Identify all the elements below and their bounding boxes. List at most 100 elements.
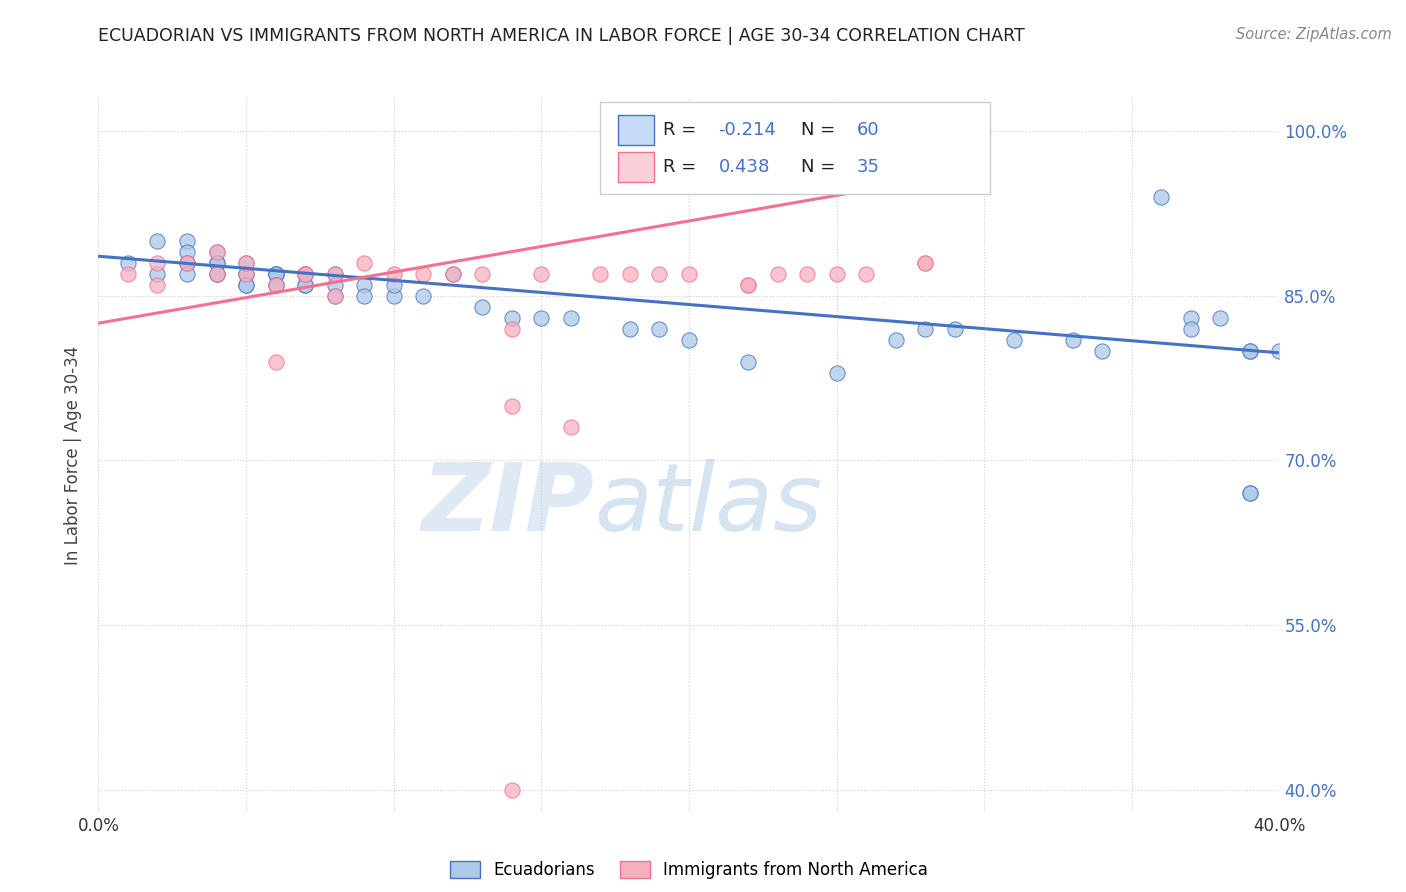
Point (294, 267, 316, 281)
Point (501, 782, 523, 797)
Point (294, 277, 316, 292)
Point (235, 267, 257, 281)
Point (648, 267, 671, 281)
Point (382, 267, 405, 281)
Point (914, 256, 936, 270)
Point (382, 289, 405, 303)
Point (943, 321, 966, 335)
Point (235, 277, 257, 292)
Point (412, 267, 434, 281)
Text: 60: 60 (856, 120, 879, 138)
Point (825, 366, 848, 380)
Point (530, 310, 553, 325)
Point (1180, 310, 1202, 325)
Point (501, 310, 523, 325)
Point (176, 234, 198, 248)
Point (146, 256, 169, 270)
Point (176, 256, 198, 270)
Point (825, 267, 848, 281)
FancyBboxPatch shape (600, 102, 990, 194)
Point (471, 300, 494, 314)
Point (1209, 310, 1232, 325)
Point (294, 267, 316, 281)
Point (1239, 343, 1261, 358)
Point (294, 277, 316, 292)
Point (294, 267, 316, 281)
Point (176, 267, 198, 281)
FancyBboxPatch shape (619, 152, 654, 182)
Point (323, 267, 346, 281)
Point (235, 267, 257, 281)
Point (441, 267, 464, 281)
Point (353, 277, 375, 292)
Legend: Ecuadorians, Immigrants from North America: Ecuadorians, Immigrants from North Ameri… (443, 854, 935, 886)
Point (146, 234, 169, 248)
Point (264, 267, 287, 281)
Text: -0.214: -0.214 (718, 120, 776, 138)
Text: N =: N = (801, 120, 835, 138)
Point (235, 256, 257, 270)
Point (619, 321, 641, 335)
Point (323, 267, 346, 281)
Point (619, 267, 641, 281)
Point (382, 277, 405, 292)
Point (855, 267, 877, 281)
Point (235, 256, 257, 270)
Point (589, 267, 612, 281)
Point (441, 267, 464, 281)
Text: N =: N = (801, 158, 835, 176)
Text: 35: 35 (856, 158, 880, 176)
Point (737, 277, 759, 292)
Point (117, 256, 139, 270)
Point (501, 399, 523, 413)
Point (264, 267, 287, 281)
Point (471, 267, 494, 281)
Point (1002, 333, 1025, 347)
Point (914, 321, 936, 335)
Point (1150, 190, 1173, 204)
Point (264, 277, 287, 292)
Point (678, 267, 700, 281)
Point (914, 256, 936, 270)
Point (235, 277, 257, 292)
Point (176, 256, 198, 270)
Point (1091, 343, 1114, 358)
Point (176, 244, 198, 259)
Point (1239, 486, 1261, 500)
Point (353, 256, 375, 270)
FancyBboxPatch shape (619, 114, 654, 145)
Point (264, 277, 287, 292)
Point (1239, 486, 1261, 500)
Point (205, 244, 228, 259)
Point (1062, 333, 1084, 347)
Point (205, 244, 228, 259)
Text: R =: R = (664, 120, 696, 138)
Point (501, 321, 523, 335)
Point (353, 289, 375, 303)
Point (560, 420, 582, 434)
Point (412, 289, 434, 303)
Point (737, 354, 759, 368)
Point (766, 267, 789, 281)
Point (1180, 321, 1202, 335)
Point (146, 277, 169, 292)
Point (884, 333, 907, 347)
Point (205, 256, 228, 270)
Point (294, 267, 316, 281)
Point (205, 256, 228, 270)
Text: Source: ZipAtlas.com: Source: ZipAtlas.com (1236, 27, 1392, 42)
Point (205, 267, 228, 281)
Text: atlas: atlas (595, 459, 823, 550)
Text: ECUADORIAN VS IMMIGRANTS FROM NORTH AMERICA IN LABOR FORCE | AGE 30-34 CORRELATI: ECUADORIAN VS IMMIGRANTS FROM NORTH AMER… (98, 27, 1025, 45)
Point (530, 267, 553, 281)
Point (737, 277, 759, 292)
Point (264, 267, 287, 281)
Point (648, 321, 671, 335)
Point (146, 267, 169, 281)
Point (1239, 343, 1261, 358)
Point (117, 267, 139, 281)
Point (235, 267, 257, 281)
Point (264, 277, 287, 292)
Point (205, 267, 228, 281)
Y-axis label: In Labor Force | Age 30-34: In Labor Force | Age 30-34 (65, 345, 83, 565)
